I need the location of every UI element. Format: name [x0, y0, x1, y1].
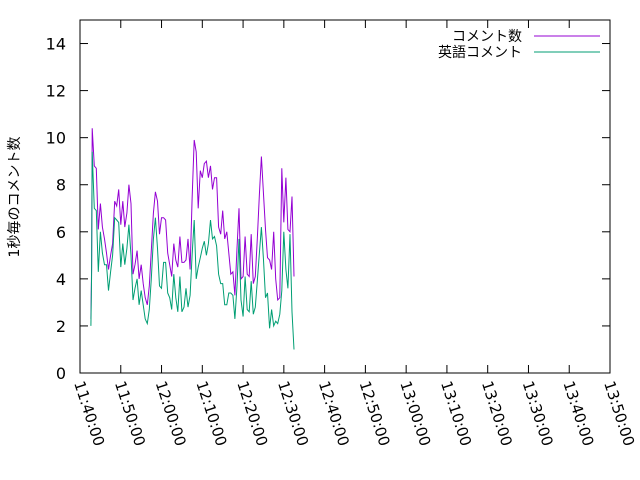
- y-tick-label: 8: [56, 176, 66, 195]
- x-axis: 11:40:00 11:50:00 12:00:00 12:10:00 12:20:00…: [70, 20, 638, 448]
- y-tick-label: 12: [46, 82, 66, 101]
- y-axis: 0 2 4 6 8 10 12 14: [46, 35, 610, 383]
- y-tick-label: 10: [46, 129, 66, 148]
- series-line-1: [90, 128, 295, 319]
- y-tick-label: 4: [56, 270, 66, 289]
- x-tick-label: 11:40:00: [70, 379, 108, 449]
- legend-label-1: コメント数: [452, 29, 522, 45]
- x-tick-label: 13:00:00: [396, 379, 434, 449]
- x-tick-label: 11:50:00: [111, 379, 149, 449]
- y-tick-label: 2: [56, 317, 66, 336]
- x-tick-label: 13:50:00: [600, 379, 638, 449]
- y-tick-label: 0: [56, 364, 66, 383]
- y-axis-label: 1秒毎のコメント数: [7, 137, 23, 258]
- x-tick-label: 13:30:00: [519, 379, 557, 449]
- x-tick-label: 12:10:00: [193, 379, 231, 449]
- x-tick-label: 12:40:00: [315, 379, 353, 449]
- y-tick-label: 6: [56, 223, 66, 242]
- x-tick-label: 13:40:00: [559, 379, 597, 449]
- legend-label-2: 英語コメント: [438, 44, 522, 61]
- plot-lines: [90, 128, 295, 350]
- series-line-2: [90, 151, 295, 350]
- x-tick-label: 12:20:00: [233, 379, 271, 449]
- x-tick-label: 12:30:00: [274, 379, 312, 449]
- x-tick-label: 12:50:00: [356, 379, 394, 449]
- x-tick-label: 13:20:00: [478, 379, 516, 449]
- y-tick-label: 14: [46, 35, 66, 54]
- plot-frame: [79, 19, 611, 374]
- x-tick-label: 13:10:00: [437, 379, 475, 449]
- x-tick-label: 12:00:00: [152, 379, 190, 449]
